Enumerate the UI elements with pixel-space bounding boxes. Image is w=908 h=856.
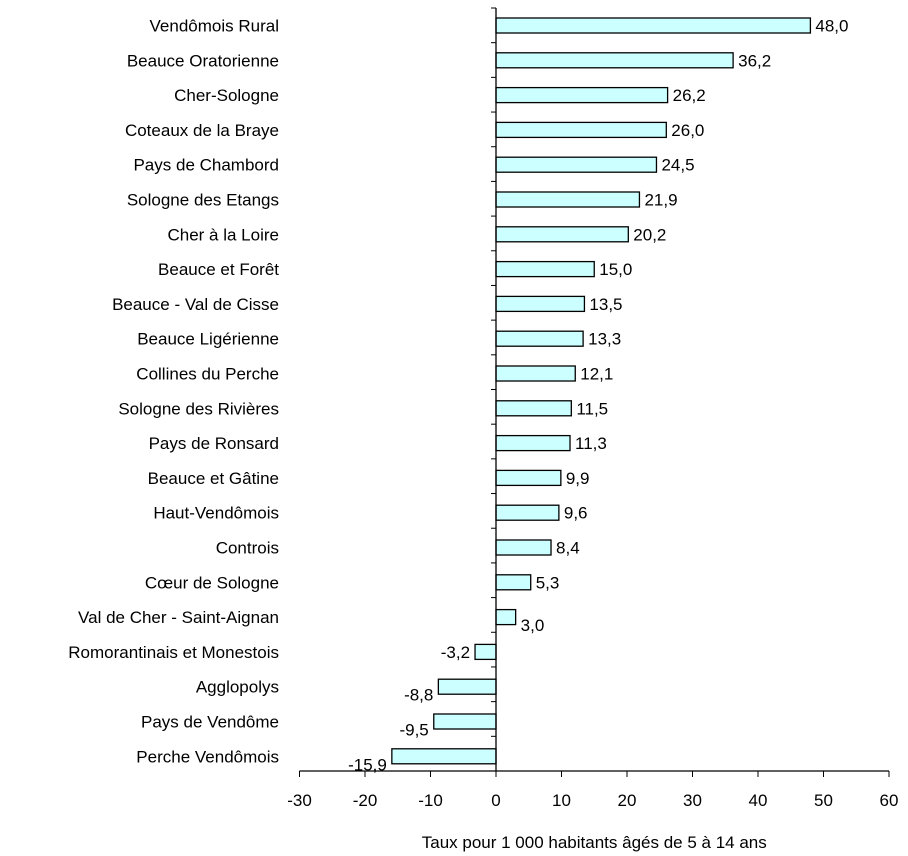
x-tick-label: -20 xyxy=(353,791,378,810)
category-labels-group: Vendômois Rural Beauce Oratorienne Cher-So… xyxy=(68,17,279,767)
value-label: -15,9 xyxy=(348,755,387,774)
value-label: 26,0 xyxy=(671,121,704,140)
value-label: -8,8 xyxy=(404,686,433,705)
category-label: Sologne des Rivières xyxy=(118,399,279,418)
category-label: Agglopolys xyxy=(196,678,279,697)
value-label: 9,9 xyxy=(566,469,590,488)
value-label: 9,6 xyxy=(564,504,588,523)
category-label: Beauce - Val de Cisse xyxy=(112,295,279,314)
bar xyxy=(495,156,658,173)
bar xyxy=(495,469,562,487)
value-label: -9,5 xyxy=(399,721,428,740)
bar xyxy=(495,52,734,69)
bar xyxy=(495,608,517,626)
bar xyxy=(433,713,497,730)
category-label: Beauce et Forêt xyxy=(158,260,279,279)
x-tick-label: 40 xyxy=(749,791,768,810)
value-label: 11,5 xyxy=(576,399,608,418)
category-label: Pays de Vendôme xyxy=(141,713,279,732)
value-label: 11,3 xyxy=(575,434,607,453)
value-label: 36,2 xyxy=(738,51,771,70)
bar xyxy=(437,678,497,695)
bar xyxy=(495,365,576,382)
value-label: 15,0 xyxy=(599,260,632,279)
bar xyxy=(495,121,667,139)
category-label: Beauce Oratorienne xyxy=(127,51,279,70)
category-label: Cher-Sologne xyxy=(174,86,279,105)
value-label: 21,9 xyxy=(644,191,677,210)
value-label: 8,4 xyxy=(556,539,580,558)
bar xyxy=(495,574,532,591)
value-label: 5,3 xyxy=(536,573,560,592)
value-label: 12,1 xyxy=(580,365,613,384)
category-label: Val de Cher - Saint-Aignan xyxy=(78,608,279,627)
axes-group: -30 -20 -10 0 10 20 30 40 50 60 xyxy=(287,7,899,810)
category-label: Collines du Perche xyxy=(136,365,279,384)
category-label: Coteaux de la Braye xyxy=(125,121,279,140)
x-tick-label: 50 xyxy=(814,791,833,810)
bar xyxy=(391,748,497,765)
x-tick-label: 0 xyxy=(491,791,500,810)
x-tick-label: 30 xyxy=(683,791,702,810)
x-tick-label: 20 xyxy=(618,791,637,810)
x-tick-label: 10 xyxy=(552,791,571,810)
value-label: 13,5 xyxy=(589,295,622,314)
bar xyxy=(495,191,641,208)
category-label: Perche Vendômois xyxy=(136,747,279,766)
value-label: -3,2 xyxy=(441,643,470,662)
value-label: 13,3 xyxy=(588,330,621,349)
bar xyxy=(495,504,560,521)
category-label: Controis xyxy=(216,539,279,558)
value-labels-group: 48,0 36,2 26,2 26,0 24,5 21,9 20,215,0 13,5 13,3… xyxy=(348,17,848,775)
category-label: Romorantinais et Monestois xyxy=(68,643,279,662)
category-label: Pays de Chambord xyxy=(133,156,279,175)
x-tick-label: -30 xyxy=(287,791,312,810)
category-label: Sologne des Etangs xyxy=(127,191,279,210)
value-label: 48,0 xyxy=(815,17,848,36)
bar xyxy=(495,539,552,556)
bar xyxy=(495,295,586,313)
value-label: 26,2 xyxy=(673,86,706,105)
x-tick-label: 60 xyxy=(880,791,899,810)
category-label: Beauce Ligérienne xyxy=(137,330,279,349)
category-label: Vendômois Rural xyxy=(150,17,279,36)
bar xyxy=(474,643,497,661)
bar xyxy=(495,330,584,347)
bar xyxy=(495,400,572,417)
category-label: Cher à la Loire xyxy=(167,225,279,244)
category-label: Pays de Ronsard xyxy=(149,434,279,453)
category-label: Haut-Vendômois xyxy=(153,504,279,523)
category-label: Beauce et Gâtine xyxy=(148,469,279,488)
bar xyxy=(495,260,595,278)
x-axis-label: Taux pour 1 000 habitants âgés de 5 à 14… xyxy=(422,833,767,852)
bar xyxy=(495,86,669,104)
value-label: 20,2 xyxy=(633,225,666,244)
bar xyxy=(495,226,629,243)
value-label: 3,0 xyxy=(521,616,545,635)
x-tick-label: -10 xyxy=(418,791,443,810)
value-label: 24,5 xyxy=(661,156,694,175)
category-label: Cœur de Sologne xyxy=(145,573,279,592)
bar xyxy=(495,17,812,34)
bar xyxy=(495,434,571,452)
